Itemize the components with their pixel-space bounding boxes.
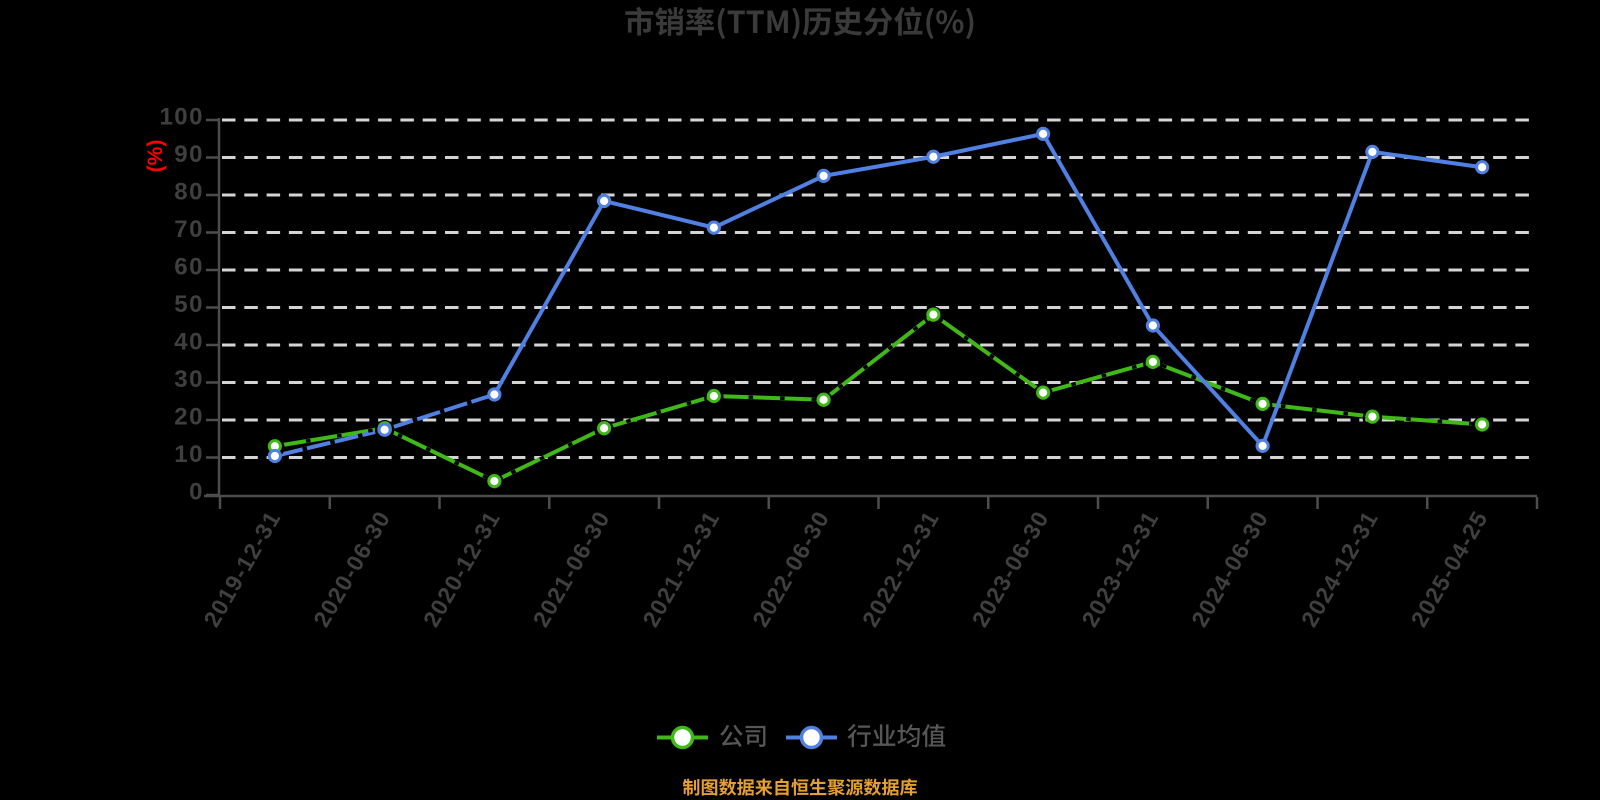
svg-text:(%): (%) [144,140,167,173]
svg-text:40: 40 [174,329,204,356]
svg-text:100: 100 [159,104,204,131]
svg-text:60: 60 [174,254,204,281]
svg-text:30: 30 [174,366,204,393]
svg-text:50: 50 [174,291,204,318]
svg-text:0: 0 [189,479,204,506]
svg-text:20: 20 [174,404,204,431]
svg-text:70: 70 [174,216,204,243]
svg-text:80: 80 [174,179,204,206]
svg-text:10: 10 [174,441,204,468]
svg-text:90: 90 [174,141,204,168]
